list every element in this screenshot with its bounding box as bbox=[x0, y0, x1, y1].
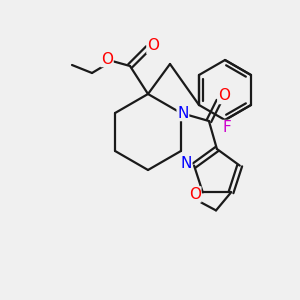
Text: O: O bbox=[218, 88, 230, 104]
Text: O: O bbox=[147, 38, 159, 53]
Text: N: N bbox=[180, 156, 192, 171]
Text: O: O bbox=[101, 52, 113, 67]
Text: F: F bbox=[223, 121, 231, 136]
Text: N: N bbox=[177, 106, 189, 121]
Text: O: O bbox=[189, 187, 201, 202]
